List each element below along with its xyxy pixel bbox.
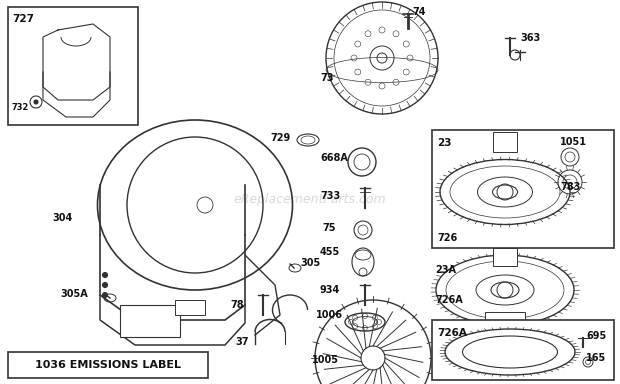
Text: 726: 726 [437, 233, 458, 243]
Text: 78: 78 [230, 300, 244, 310]
Text: 733: 733 [320, 191, 340, 201]
Text: 668A: 668A [320, 153, 348, 163]
Text: 1005: 1005 [312, 355, 339, 365]
Bar [432, 130, 614, 248]
Text: 732: 732 [12, 103, 29, 111]
Text: 73: 73 [320, 73, 334, 83]
Text: 305A: 305A [60, 289, 88, 299]
Text: 934: 934 [320, 285, 340, 295]
Bar [8, 7, 138, 125]
Text: 727: 727 [12, 14, 34, 24]
Text: 75: 75 [322, 223, 335, 233]
Text: 74: 74 [412, 7, 425, 17]
Circle shape [102, 293, 107, 298]
Text: 726A: 726A [437, 328, 467, 338]
Text: 305: 305 [300, 258, 321, 268]
Text: 363: 363 [520, 33, 540, 43]
Text: 165: 165 [586, 353, 606, 363]
Text: 729: 729 [270, 133, 290, 143]
Text: 1051: 1051 [560, 137, 587, 147]
Text: 695: 695 [586, 331, 606, 341]
Text: 1036 EMISSIONS LABEL: 1036 EMISSIONS LABEL [35, 360, 181, 370]
Text: 726A: 726A [435, 295, 463, 305]
Bar [493, 132, 517, 152]
Text: eReplacementParts.com: eReplacementParts.com [234, 194, 386, 207]
Circle shape [102, 283, 107, 288]
Bar [493, 248, 517, 266]
Text: 37: 37 [235, 337, 249, 347]
Text: 23A: 23A [435, 265, 456, 275]
Bar [175, 300, 205, 315]
Text: 304: 304 [52, 213, 73, 223]
Bar [8, 352, 208, 378]
Text: 1006: 1006 [316, 310, 343, 320]
Bar [485, 312, 525, 326]
Bar [120, 305, 180, 337]
Bar [432, 320, 614, 380]
Circle shape [34, 100, 38, 104]
Circle shape [102, 273, 107, 278]
Text: 783: 783 [560, 182, 580, 192]
Text: 23: 23 [437, 138, 451, 148]
Text: 455: 455 [320, 247, 340, 257]
